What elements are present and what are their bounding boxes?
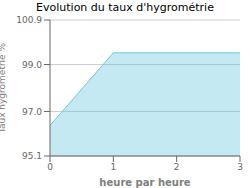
svg-text:heure par heure: heure par heure [99, 177, 190, 188]
svg-text:95.1: 95.1 [22, 151, 42, 161]
svg-text:99.0: 99.0 [22, 60, 42, 70]
html-text:Evolution du taux d'hygrométri: Evolution du taux d'hygrométrie [36, 1, 214, 14]
svg-text:0: 0 [47, 162, 53, 172]
svg-text:97.0: 97.0 [22, 107, 42, 117]
svg-text:Taux hygrométrie %: Taux hygrométrie % [0, 42, 7, 134]
svg-text:100.9: 100.9 [16, 16, 42, 25]
svg-text:3: 3 [237, 162, 243, 172]
svg-text:1: 1 [110, 162, 116, 172]
svg-text:2: 2 [174, 162, 180, 172]
